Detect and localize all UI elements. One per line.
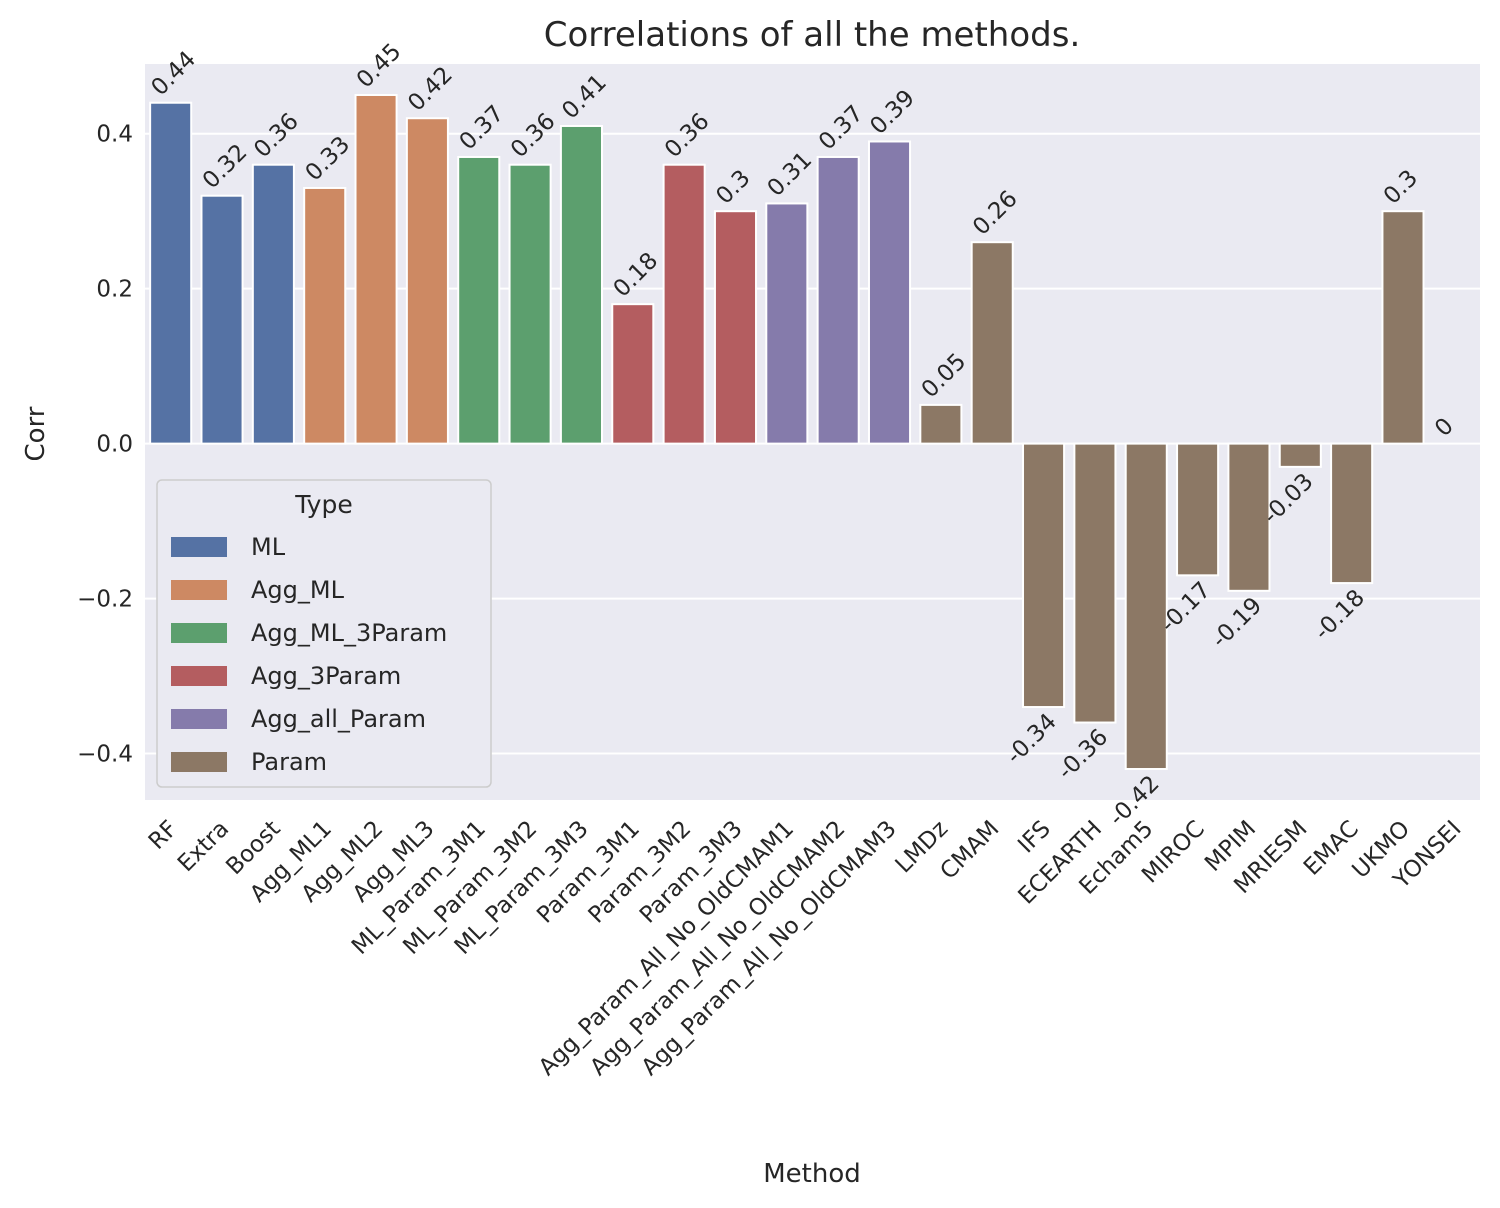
x-tick-label: Extra xyxy=(173,816,234,877)
legend-swatch xyxy=(171,537,227,557)
bar xyxy=(1278,442,1322,468)
bar xyxy=(1227,442,1271,592)
bar xyxy=(919,403,963,445)
legend-title: Type xyxy=(294,490,352,519)
legend-entries: ML Agg_ML Agg_ML_3Param Agg_3Param Agg_all_P… xyxy=(171,533,447,776)
legend-label: Agg_3Param xyxy=(251,662,401,690)
y-axis-ticks: −0.4 −0.2 0.0 0.2 0.4 xyxy=(77,122,133,768)
bar xyxy=(611,303,655,445)
bar xyxy=(1330,442,1374,585)
bar xyxy=(816,155,860,445)
bar xyxy=(1176,442,1220,577)
bar xyxy=(1022,442,1066,709)
x-tick-label: CMAM xyxy=(936,816,1005,885)
legend-swatch xyxy=(171,580,227,600)
legend-label: Agg_all_Param xyxy=(251,705,426,733)
legend: Type ML Agg_ML Agg_ML_3Param Agg_3Param Agg_… xyxy=(156,479,492,788)
y-tick-label: −0.4 xyxy=(77,742,133,768)
legend-box xyxy=(156,479,492,788)
legend-label: Agg_ML xyxy=(251,576,345,604)
bar xyxy=(559,124,603,445)
bar xyxy=(1381,210,1425,445)
y-tick-label: 0.4 xyxy=(96,122,133,148)
legend-swatch xyxy=(171,709,227,729)
bar xyxy=(303,186,347,445)
legend-swatch xyxy=(171,752,227,772)
bar xyxy=(1124,442,1168,771)
x-tick-label: RF xyxy=(144,816,183,855)
y-tick-label: −0.2 xyxy=(77,587,133,613)
legend-label: ML xyxy=(251,533,286,561)
legend-swatch xyxy=(171,666,227,686)
y-tick-label: 0.0 xyxy=(96,432,133,458)
x-axis-label: Method xyxy=(763,1159,861,1189)
bar xyxy=(457,155,501,445)
chart-title: Correlations of all the methods. xyxy=(544,15,1081,55)
legend-swatch xyxy=(171,623,227,643)
x-axis-ticks: RFExtraBoostAgg_ML1Agg_ML2Agg_ML3ML_Para… xyxy=(144,816,1467,1081)
bar xyxy=(354,93,398,445)
bar xyxy=(200,194,244,445)
bar xyxy=(970,241,1014,445)
bar xyxy=(713,210,758,445)
bar xyxy=(251,163,295,445)
bar xyxy=(765,202,809,445)
x-tick-label: IFS xyxy=(1013,816,1056,859)
bar xyxy=(867,140,912,445)
bar xyxy=(662,163,706,445)
bar xyxy=(508,163,552,445)
legend-label: Agg_ML_3Param xyxy=(251,619,447,647)
bar xyxy=(149,101,193,445)
y-axis-label: Corr xyxy=(21,406,51,461)
bar xyxy=(405,117,449,445)
legend-label: Param xyxy=(251,748,327,776)
bars xyxy=(149,93,1425,771)
bar xyxy=(1073,442,1117,724)
y-tick-label: 0.2 xyxy=(96,277,133,303)
